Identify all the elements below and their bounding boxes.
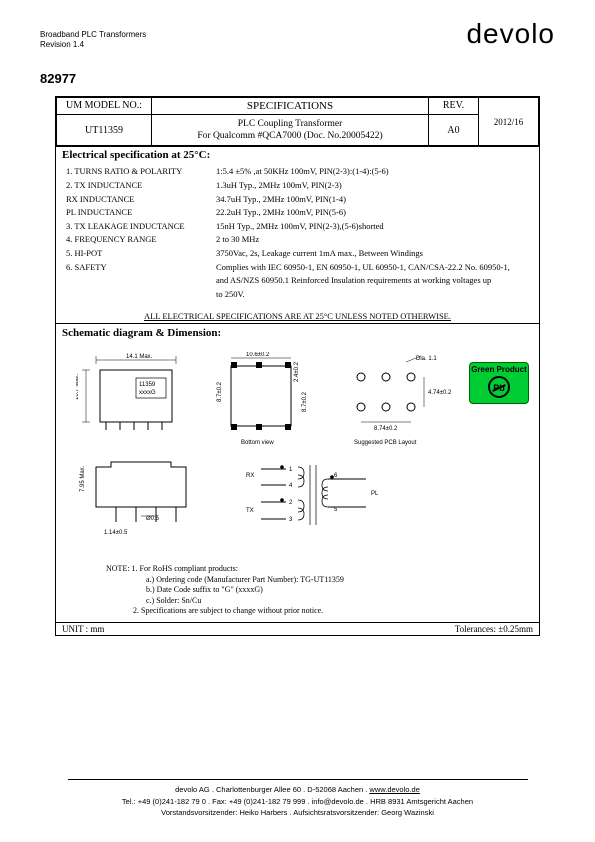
svg-text:4: 4: [289, 483, 293, 489]
svg-text:2.4±0.2: 2.4±0.2: [294, 362, 300, 383]
elec-spec-row: 1. TURNS RATIO & POLARITY1:5.4 ±5% ,at 5…: [66, 165, 529, 179]
elec-spec-title: Electrical specification at 25°C:: [56, 146, 539, 163]
footer-line2: Tel.: +49 (0)241-182 79 0 . Fax: +49 (0)…: [0, 796, 595, 807]
svg-text:1.14±0.5: 1.14±0.5: [104, 530, 128, 536]
svg-text:Bottom view: Bottom view: [241, 440, 274, 446]
svg-text:3: 3: [289, 517, 293, 523]
svg-text:10.7 Max.: 10.7 Max.: [76, 374, 80, 401]
elec-spec-row: RX INDUCTANCE34.7uH Typ., 2MHz 100mV, PI…: [66, 193, 529, 207]
svg-text:6: 6: [334, 473, 338, 479]
elec-spec-row: 6. SAFETYComplies with IEC 60950-1, EN 6…: [66, 261, 529, 275]
svg-text:Ø0.5: Ø0.5: [146, 516, 160, 522]
spec-header-table: UM MODEL NO.: SPECIFICATIONS REV. 2012/1…: [56, 97, 539, 147]
unit-tolerance-row: UNIT : mm Tolerances: ±0.25mm: [56, 622, 539, 635]
svg-text:4.74±0.2: 4.74±0.2: [428, 390, 452, 396]
devolo-logo: devolo: [466, 18, 555, 50]
elec-spec-row: 5. HI-POT3750Vac, 2s, Leakage current 1m…: [66, 247, 529, 261]
winding-schematic: RX TX 1 4 2 3 6 5: [236, 457, 406, 547]
spec-label: SPECIFICATIONS: [152, 97, 429, 114]
svg-text:7.95 Max.: 7.95 Max.: [80, 466, 86, 493]
elec-spec-row: 2. TX INDUCTANCE1.3uH Typ., 2MHz 100mV, …: [66, 179, 529, 193]
svg-text:10.6±0.2: 10.6±0.2: [246, 352, 270, 358]
component-top-drawing: 14.1 Max. 11359 xxxxG 10.7 Max.: [76, 352, 186, 437]
elec-spec-row: 4. FREQUENCY RANGE2 to 30 MHz: [66, 233, 529, 247]
footer-line1: devolo AG . Charlottenburger Allee 60 . …: [0, 784, 595, 795]
schematic-area: 14.1 Max. 11359 xxxxG 10.7 Max. 10.6±0.2: [56, 342, 539, 622]
green-product-badge: Green Product Pb: [469, 362, 529, 404]
schematic-notes: NOTE: 1. For RoHS compliant products: a.…: [56, 562, 539, 618]
pcb-layout-drawing: Dia. 1.1 4.74±0.2 8.74±0.2 Suggested PCB…: [346, 352, 456, 452]
unit-label: UNIT : mm: [62, 624, 104, 634]
svg-text:2: 2: [289, 500, 293, 506]
elec-spec-row: PL INDUCTANCE22.2uH Typ., 2MHz 100mV, PI…: [66, 206, 529, 220]
model-label: UM MODEL NO.:: [57, 97, 152, 114]
svg-text:11359: 11359: [139, 382, 156, 388]
elec-spec-block: 1. TURNS RATIO & POLARITY1:5.4 ±5% ,at 5…: [56, 163, 539, 307]
elec-spec-row: to 250V.: [66, 288, 529, 302]
elec-spec-note: ALL ELECTRICAL SPECIFICATIONS ARE AT 25°…: [56, 307, 539, 323]
green-product-text: Green Product: [470, 365, 528, 374]
side-view-drawing: 7.95 Max. Ø0.5 1.14±0.5: [76, 452, 206, 542]
model-value: UT11359: [57, 114, 152, 146]
pb-free-icon: Pb: [488, 376, 510, 398]
date-value: 2012/16: [479, 97, 539, 146]
svg-text:8.7±0.2: 8.7±0.2: [217, 382, 223, 403]
datasheet-frame: UM MODEL NO.: SPECIFICATIONS REV. 2012/1…: [55, 96, 540, 637]
svg-text:xxxxG: xxxxG: [139, 390, 156, 396]
elec-spec-row: and AS/NZS 60950.1 Reinforced Insulation…: [66, 274, 529, 288]
rev-value: A0: [429, 114, 479, 146]
svg-text:8.74±0.2: 8.74±0.2: [374, 426, 398, 432]
schematic-title: Schematic diagram & Dimension:: [56, 323, 539, 342]
rev-label: REV.: [429, 97, 479, 114]
tolerance-label: Tolerances: ±0.25mm: [455, 624, 533, 634]
part-number: 82977: [40, 71, 555, 86]
page-footer: devolo AG . Charlottenburger Allee 60 . …: [0, 779, 595, 818]
svg-text:5: 5: [334, 507, 338, 513]
footer-line3: Vorstandsvorsitzender: Heiko Harbers . A…: [0, 807, 595, 818]
svg-text:RX: RX: [246, 473, 254, 479]
spec-desc: PLC Coupling Transformer For Qualcomm #Q…: [152, 114, 429, 146]
svg-text:Suggested PCB Layout: Suggested PCB Layout: [354, 440, 417, 446]
svg-text:8.7±0.2: 8.7±0.2: [302, 392, 308, 413]
svg-text:TX: TX: [246, 508, 254, 514]
bottom-view-drawing: 10.6±0.2 2.4±0.2 8.7±0.2 8.7±0.2 Bottom …: [216, 352, 316, 452]
footer-link[interactable]: www.devolo.de: [369, 785, 419, 794]
svg-text:1: 1: [289, 467, 293, 473]
svg-text:14.1 Max.: 14.1 Max.: [126, 354, 153, 360]
svg-text:PL: PL: [371, 491, 379, 497]
elec-spec-row: 3. TX LEAKAGE INDUCTANCE15nH Typ., 2MHz …: [66, 220, 529, 234]
